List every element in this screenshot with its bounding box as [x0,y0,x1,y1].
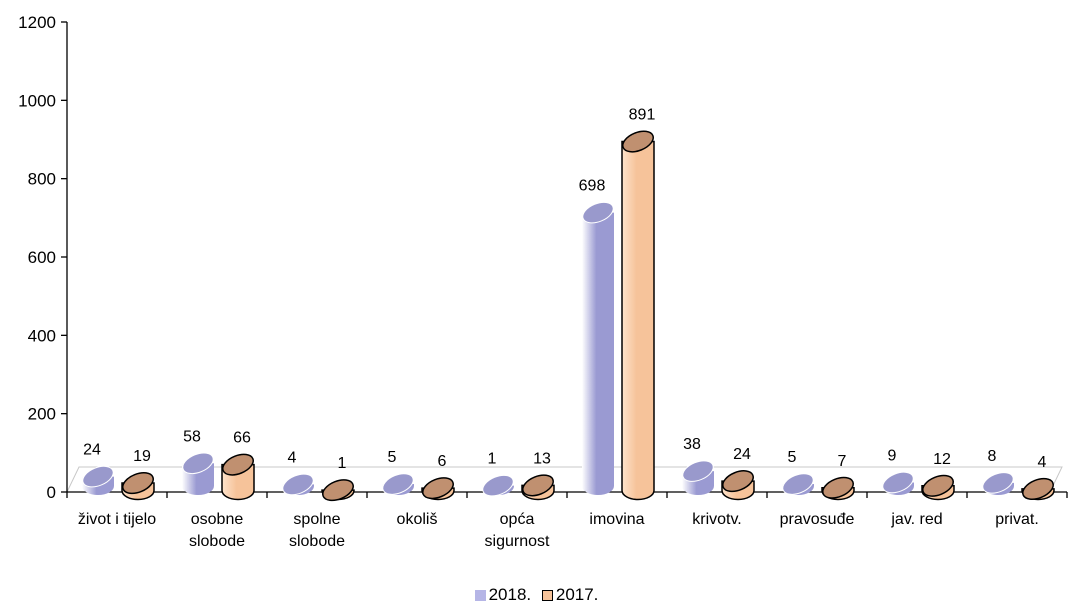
bar-top-0 [282,473,314,496]
y-tick-label: 600 [28,248,56,267]
data-label: 5 [388,449,397,466]
y-tick-label: 400 [28,326,56,345]
bar-top-0 [682,460,714,482]
x-tick-label: slobode [189,533,245,550]
x-tick-label: sigurnost [485,533,550,550]
bar-top-0 [182,452,214,475]
legend: 2018. 2017. [0,585,1073,606]
bar-top-1 [222,453,254,476]
data-label: 8 [988,448,997,465]
data-label: 4 [288,449,297,466]
data-label: 698 [579,178,606,195]
bar-0 [582,212,614,495]
y-tick-label: 1000 [18,91,56,110]
y-tick-label: 800 [28,170,56,189]
data-label: 9 [888,447,897,464]
y-tick-label: 1200 [18,13,56,32]
data-label: 6 [438,453,447,470]
legend-label-2017: 2017. [555,585,599,604]
data-label: 1 [338,455,347,472]
x-tick-label: pravosuđe [780,511,855,528]
x-tick-label: krivotv. [692,511,741,528]
x-tick-label: opća [500,511,535,528]
y-tick-label: 200 [28,405,56,424]
x-tick-label: privat. [995,511,1039,528]
x-tick-label: jav. red [890,511,942,528]
chart-svg: 0 200 400 600 800 1000 1200 život i tijelo osobn… [18,13,1068,550]
bar-top-1 [922,474,954,497]
bar-top-0 [782,473,814,495]
bar-top-0 [382,473,414,495]
bar-top-1 [422,477,454,500]
data-label: 4 [1038,454,1047,471]
data-label: 5 [788,449,797,466]
data-label: 19 [133,448,151,465]
bar-top-0 [482,474,514,497]
legend-item-2017: 2017. [541,585,599,605]
legend-item-2018: 2018. [474,585,532,605]
x-tick-label: život i tijelo [78,511,156,528]
legend-swatch-2018 [474,589,486,601]
legend-label-2018: 2018. [488,585,532,604]
data-label: 12 [933,451,951,468]
data-label: 1 [488,451,497,468]
bar-top-0 [982,472,1014,494]
bar-top-1 [722,470,754,493]
data-label: 66 [233,430,251,447]
data-label: 58 [183,428,201,445]
data-label: 7 [838,453,847,470]
y-tick-label: 0 [47,483,56,502]
data-label: 24 [83,442,101,459]
bar-top-1 [122,472,154,495]
legend-swatch-2017 [541,589,553,601]
x-tick-label: slobode [289,533,345,550]
x-tick-label: osobne [191,511,244,528]
bar-top-1 [622,130,654,153]
bar-top-1 [1022,477,1054,500]
bar-top-1 [322,479,354,502]
data-label: 24 [733,446,751,463]
bar-top-1 [522,474,554,497]
bar-1 [621,140,655,501]
x-tick-label: imovina [589,511,644,528]
x-tick-label: spolne [293,511,340,528]
bar-top-0 [82,465,114,488]
bar-top-0 [582,201,614,224]
bar-top-0 [882,471,914,494]
bar-top-1 [822,476,854,499]
data-label: 13 [533,450,551,467]
data-label: 891 [629,107,656,124]
x-tick-label: okoliš [397,511,438,528]
data-label: 38 [683,436,701,453]
